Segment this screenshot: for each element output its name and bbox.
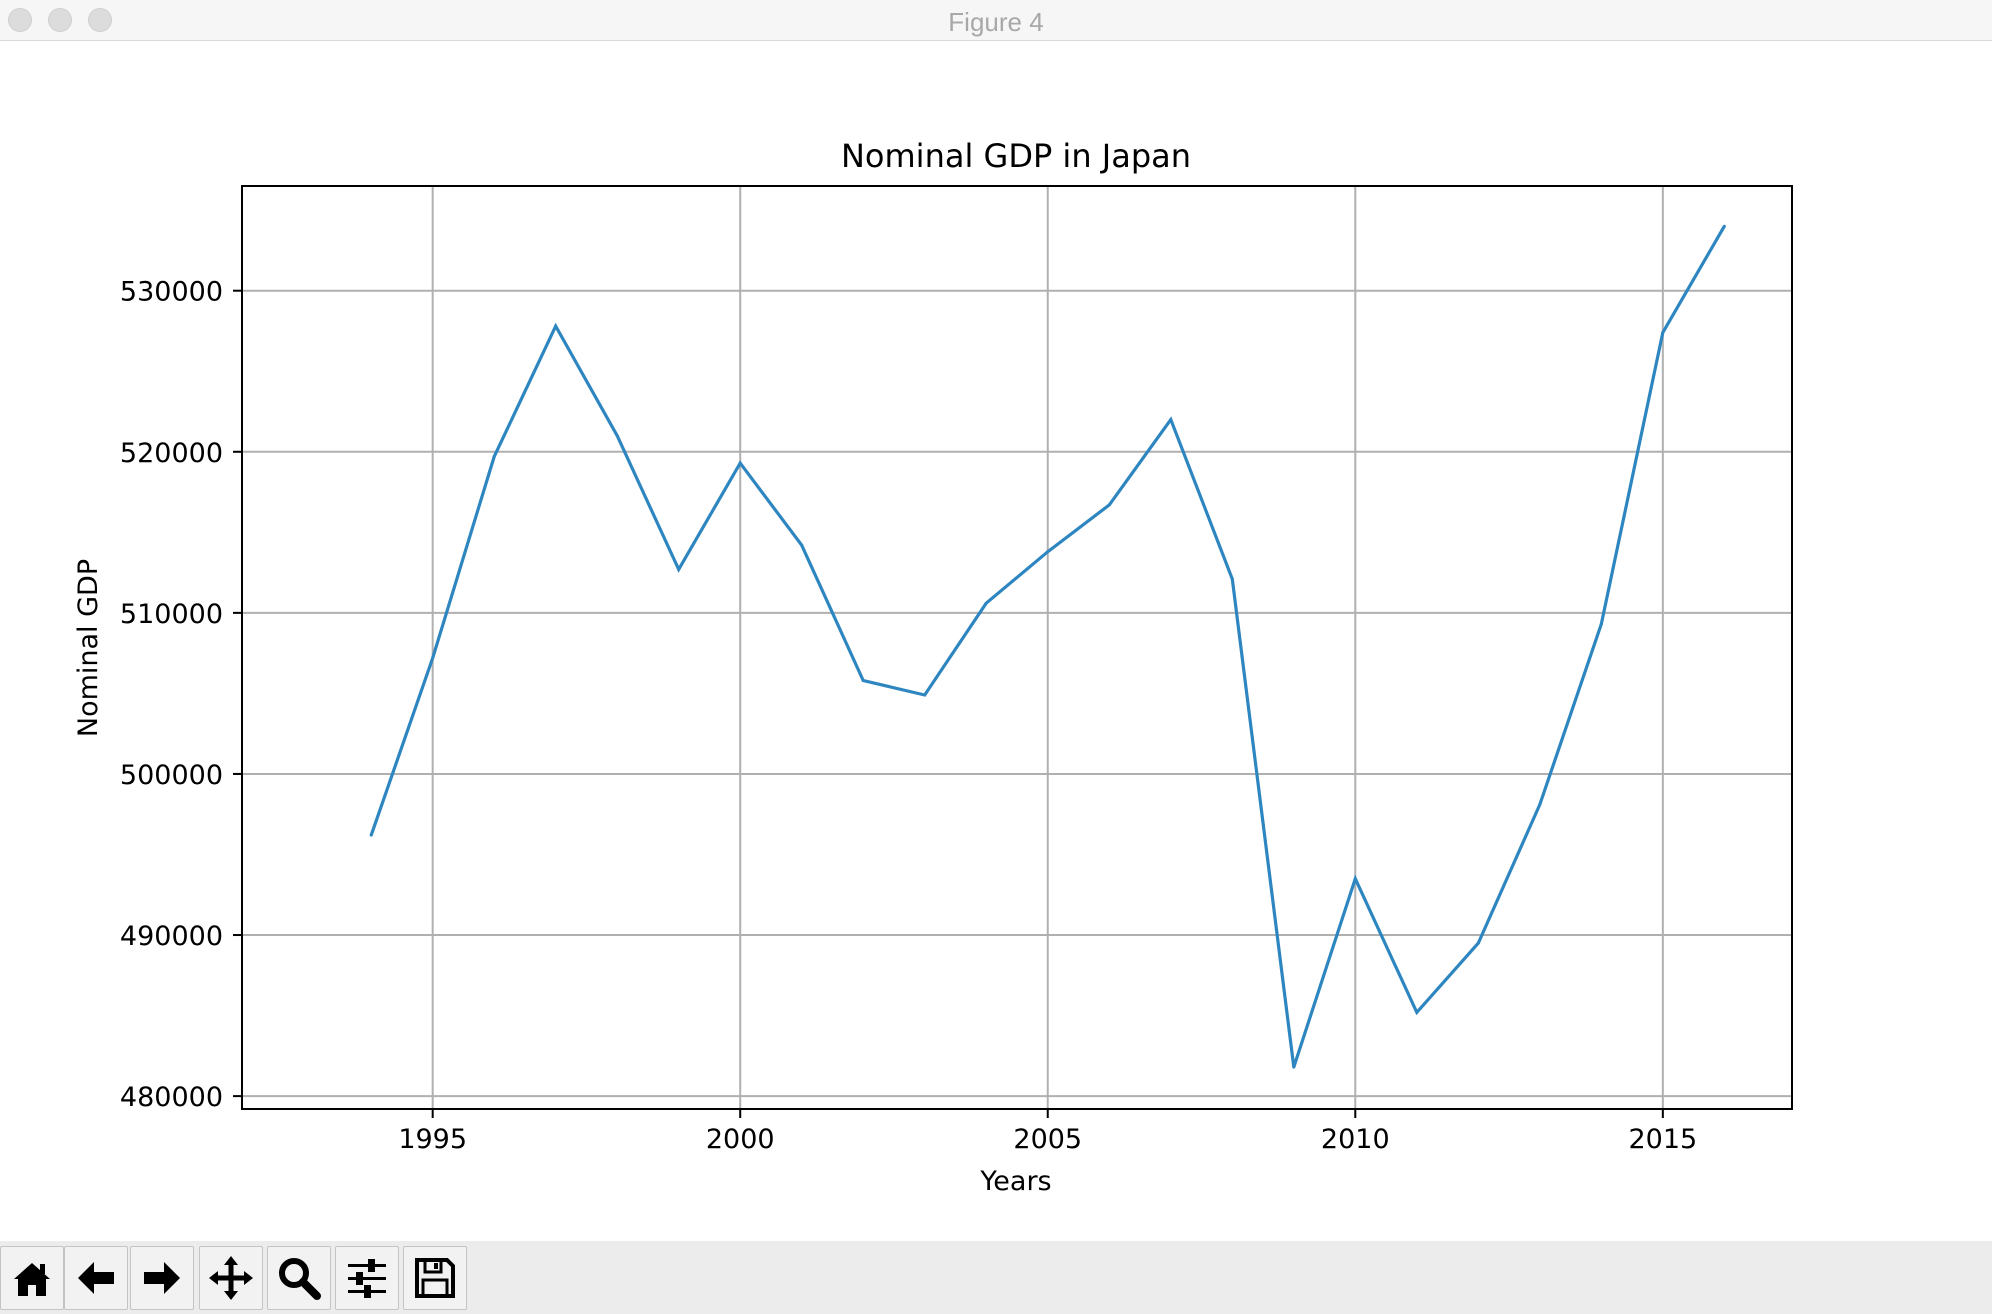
x-tick-label: 2010 <box>1321 1124 1390 1155</box>
y-tick-label: 480000 <box>120 1082 223 1113</box>
x-tick-label: 1995 <box>398 1124 467 1155</box>
configure-subplots-button[interactable] <box>335 1246 399 1310</box>
pan-button[interactable] <box>199 1246 263 1310</box>
window-title: Figure 4 <box>0 7 1992 38</box>
data-point <box>554 325 557 328</box>
axis-ticks: 1995 2000 2005 2010 2015 480000 490000 500000 51… <box>120 277 1697 1155</box>
data-point <box>1538 803 1541 806</box>
data-point <box>616 434 619 437</box>
data-point <box>1661 331 1664 334</box>
y-tick-label: 530000 <box>120 277 223 308</box>
x-tick-label: 2000 <box>706 1124 775 1155</box>
data-point <box>1354 877 1357 880</box>
sliders-icon <box>344 1255 390 1301</box>
data-point <box>1292 1066 1295 1069</box>
data-point <box>985 602 988 605</box>
data-point <box>1169 418 1172 421</box>
data-point <box>1046 550 1049 553</box>
y-tick-label: 520000 <box>120 438 223 469</box>
x-tick-label: 2005 <box>1013 1124 1082 1155</box>
save-button[interactable] <box>403 1246 467 1310</box>
arrow-right-icon <box>140 1256 184 1300</box>
data-point <box>677 568 680 571</box>
move-icon <box>207 1254 255 1302</box>
data-point <box>493 455 496 458</box>
chart-title: Nominal GDP in Japan <box>841 137 1191 175</box>
y-tick-label: 490000 <box>120 921 223 952</box>
y-tick-label: 500000 <box>120 760 223 791</box>
data-point <box>1108 503 1111 506</box>
data-point <box>431 656 434 659</box>
title-bar: Figure 4 <box>0 0 1992 41</box>
zoom-button[interactable] <box>267 1246 331 1310</box>
data-point <box>1477 942 1480 945</box>
home-icon <box>10 1256 54 1300</box>
data-point <box>800 544 803 547</box>
forward-button[interactable] <box>130 1246 194 1310</box>
grid-lines <box>242 186 1792 1109</box>
data-point <box>862 679 865 682</box>
line-chart: Nominal GDP in Japan 1995 2000 2005 2010 201… <box>0 41 1992 1241</box>
data-point <box>739 462 742 465</box>
magnifier-icon <box>276 1255 322 1301</box>
back-button[interactable] <box>64 1246 128 1310</box>
data-point <box>1415 1011 1418 1014</box>
data-point <box>1600 623 1603 626</box>
navigation-toolbar <box>0 1241 1992 1314</box>
x-axis-label: Years <box>979 1166 1051 1197</box>
floppy-disk-icon <box>413 1256 457 1300</box>
data-point <box>1723 225 1726 228</box>
home-button[interactable] <box>0 1246 64 1310</box>
data-point <box>370 834 373 837</box>
figure-canvas[interactable]: Nominal GDP in Japan 1995 2000 2005 2010 201… <box>0 41 1992 1241</box>
arrow-left-icon <box>74 1256 118 1300</box>
data-point <box>1231 578 1234 581</box>
x-tick-label: 2015 <box>1628 1124 1697 1155</box>
y-axis-label: Nominal GDP <box>73 559 104 737</box>
y-tick-label: 510000 <box>120 599 223 630</box>
data-point <box>923 694 926 697</box>
plot-frame <box>242 186 1792 1109</box>
